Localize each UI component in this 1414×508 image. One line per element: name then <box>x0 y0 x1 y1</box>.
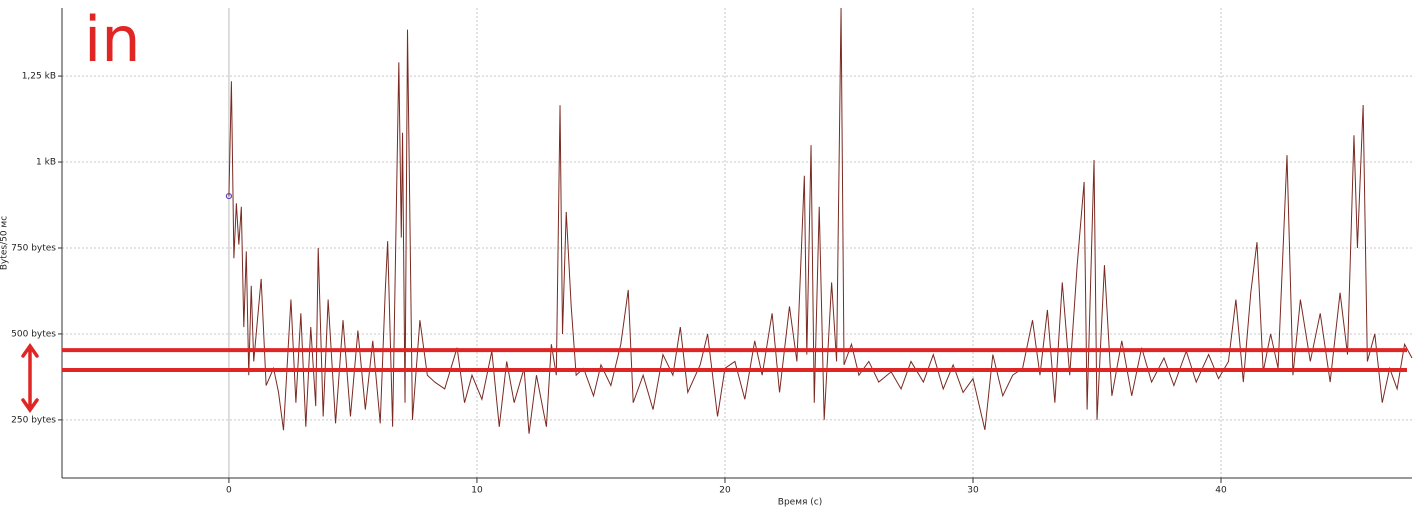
y-tick-label: 1 kB <box>36 158 56 168</box>
x-tick-label: 0 <box>226 486 232 496</box>
y-tick-label: 1,25 kB <box>22 72 56 82</box>
y-tick-label: 750 bytes <box>11 243 56 253</box>
x-tick-label: 30 <box>967 486 979 496</box>
annotation-text: in <box>84 3 141 76</box>
annotation-arrow <box>21 342 39 414</box>
x-tick-label: 40 <box>1215 486 1227 496</box>
x-tick-label: 10 <box>471 486 483 496</box>
x-tick-label: 20 <box>719 486 731 496</box>
marker <box>225 192 233 200</box>
x-axis-label: Время (с) <box>778 498 822 508</box>
y-tick-label: 500 bytes <box>11 329 56 339</box>
y-axis-label: Bytes/50 мс <box>0 216 10 270</box>
y-tick-label: 250 bytes <box>11 415 56 425</box>
